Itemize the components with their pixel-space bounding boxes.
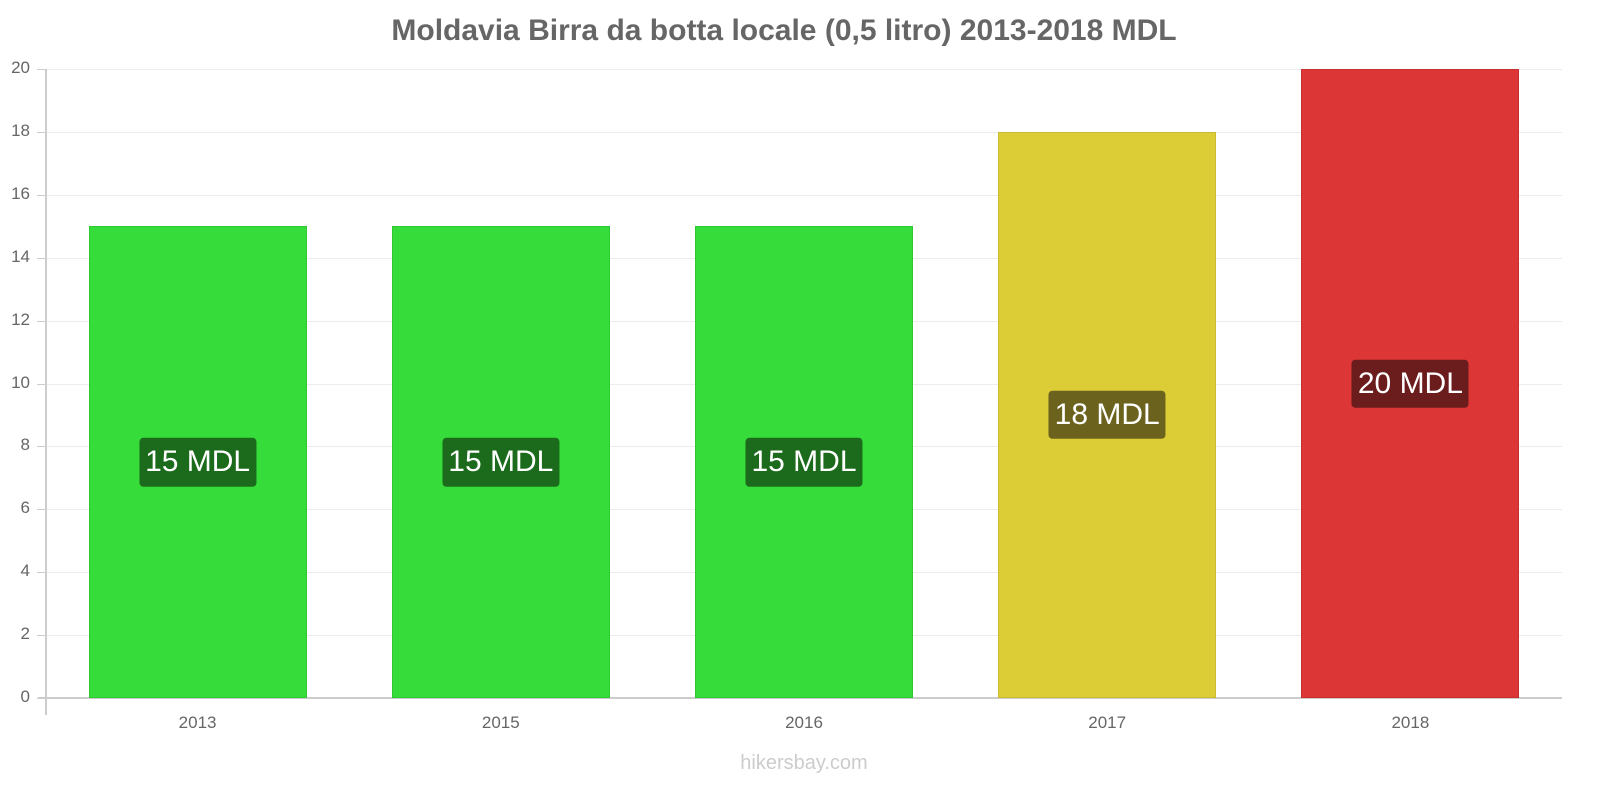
y-tick-label: 18 (11, 120, 30, 140)
y-tick-mark (37, 320, 45, 322)
y-tick-label: 2 (20, 624, 30, 644)
y-tick-label: 10 (11, 372, 30, 392)
bar-value-label: 15 MDL (442, 437, 560, 487)
watermark: hikersbay.com (740, 752, 868, 774)
y-tick-mark (37, 446, 45, 448)
bar-value-label: 15 MDL (745, 437, 863, 487)
y-tick-label: 14 (11, 246, 30, 266)
y-tick-mark (37, 131, 45, 133)
x-tick-label: 2013 (178, 713, 217, 732)
gridline (46, 131, 1562, 133)
x-tick-label: 2016 (785, 713, 823, 732)
x-axis-line (38, 697, 1562, 699)
y-tick-label: 4 (20, 561, 30, 581)
bar-value-label: 15 MDL (139, 437, 257, 487)
y-tick-mark (37, 69, 45, 70)
y-tick-label: 8 (20, 435, 30, 455)
y-tick-mark (37, 572, 45, 574)
y-tick-label: 16 (11, 183, 30, 203)
y-tick-mark (37, 383, 45, 385)
gridline (46, 69, 1562, 70)
x-tick-label: 2017 (1088, 713, 1127, 732)
y-tick-label: 20 (11, 58, 30, 77)
y-tick-mark (37, 194, 45, 196)
y-axis-line (45, 69, 47, 715)
y-tick-label: 12 (11, 309, 30, 329)
x-tick-label: 2015 (481, 713, 520, 732)
bar-value-label: 20 MDL (1351, 359, 1469, 408)
chart-title: Moldavia Birra da botta locale (0,5 litr… (391, 14, 1177, 47)
y-tick-mark (37, 509, 45, 511)
gridline (46, 194, 1562, 196)
bar-value-label: 18 MDL (1048, 390, 1166, 440)
y-tick-label: 0 (20, 687, 30, 706)
y-tick-mark (37, 257, 45, 259)
x-tick-label: 2018 (1391, 713, 1430, 732)
y-tick-label: 6 (20, 498, 30, 518)
y-tick-mark (37, 635, 45, 637)
